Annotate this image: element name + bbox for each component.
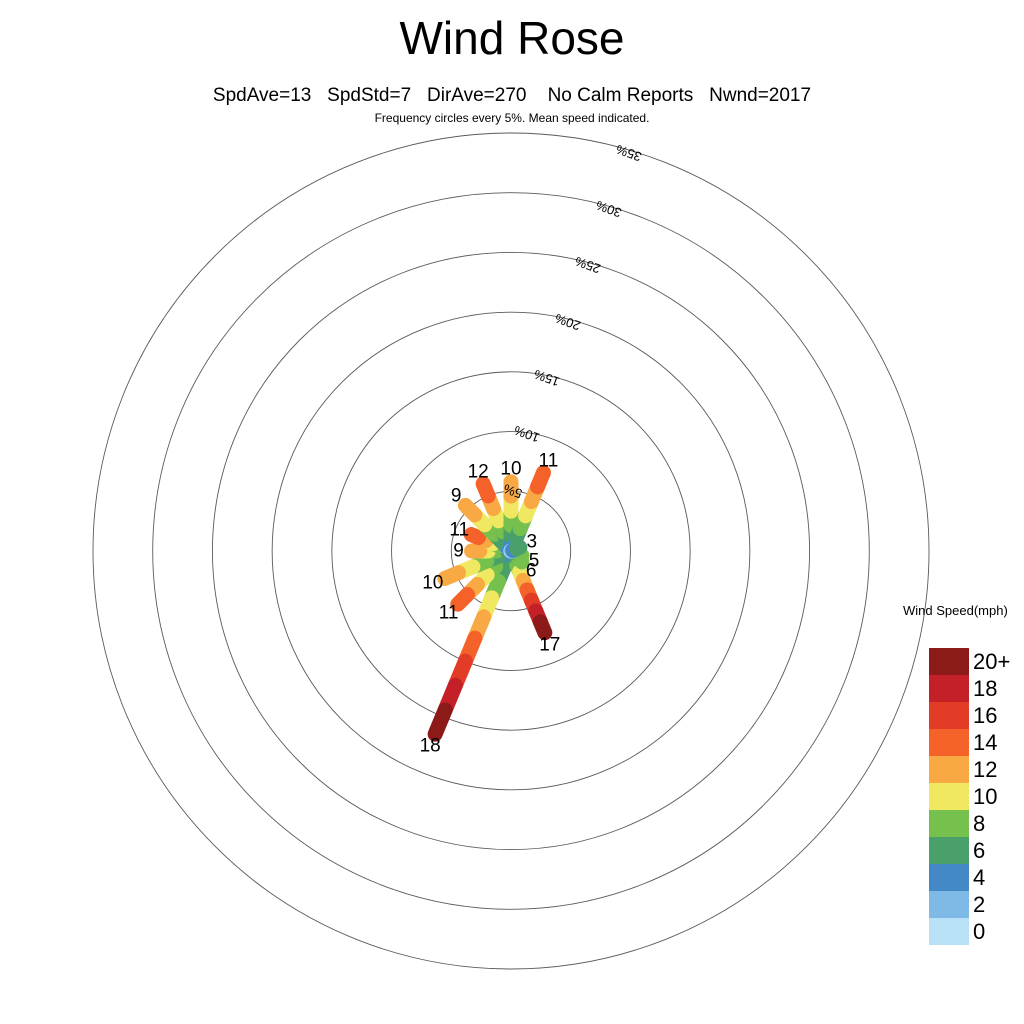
petal-segment bbox=[509, 539, 528, 557]
legend-title: Wind Speed(mph) bbox=[903, 603, 1008, 618]
petal-mean-speed-label: 6 bbox=[525, 560, 537, 582]
grid-ring bbox=[271, 311, 751, 791]
petal-segment bbox=[532, 614, 553, 641]
legend-row[interactable]: 16 bbox=[929, 702, 997, 729]
page-title: Wind Rose bbox=[399, 12, 625, 64]
legend-label: 16 bbox=[973, 703, 998, 728]
legend-row[interactable]: 6 bbox=[929, 837, 985, 864]
petal-mean-speed-label: 10 bbox=[422, 572, 444, 594]
petal-mean-speed-label: 10 bbox=[500, 458, 522, 480]
legend-row[interactable]: 18 bbox=[929, 675, 997, 702]
grid-ring bbox=[331, 371, 691, 731]
petal-segment bbox=[475, 476, 496, 504]
legend-row[interactable]: 14 bbox=[929, 729, 997, 756]
legend-color-swatch bbox=[929, 648, 969, 675]
legend-label: 14 bbox=[973, 730, 998, 755]
legend-label: 0 bbox=[973, 919, 986, 944]
frequency-grid-rings bbox=[92, 132, 930, 970]
grid-ring bbox=[211, 251, 811, 851]
petal-segment bbox=[427, 702, 453, 742]
petal-mean-speed-label: 11 bbox=[438, 602, 459, 624]
legend-label: 10 bbox=[973, 784, 998, 809]
wind-petals bbox=[427, 465, 553, 742]
legend-color-swatch bbox=[929, 918, 969, 945]
legend-color-swatch bbox=[929, 756, 969, 783]
petal-segment bbox=[457, 497, 483, 523]
petal-mean-speed-label: 3 bbox=[526, 531, 538, 553]
legend-color-swatch bbox=[929, 675, 969, 702]
petal-mean-speed-label: 9 bbox=[450, 485, 462, 507]
petal-mean-speed-label: 5 bbox=[528, 550, 540, 572]
legend-label: 8 bbox=[973, 811, 986, 836]
petal-segment bbox=[463, 527, 486, 546]
petal-segment bbox=[450, 587, 475, 612]
grid-ring bbox=[92, 132, 930, 970]
legend-row[interactable]: 12 bbox=[929, 756, 997, 783]
legend-row[interactable]: 10 bbox=[929, 783, 997, 810]
legend-color-swatch bbox=[929, 783, 969, 810]
petal-mean-speed-label: 18 bbox=[419, 735, 441, 757]
legend-label: 18 bbox=[973, 676, 998, 701]
legend-row[interactable]: 2 bbox=[929, 891, 985, 918]
petal-mean-speed-label: 17 bbox=[539, 634, 561, 656]
legend-label: 6 bbox=[973, 838, 986, 863]
summary-stats-line: SpdAve=13 SpdStd=7 DirAve=270 No Calm Re… bbox=[212, 85, 812, 106]
legend-label: 12 bbox=[973, 757, 998, 782]
petal-segment bbox=[437, 565, 467, 586]
legend-row[interactable]: 20+ bbox=[929, 648, 1010, 675]
wind-speed-legend: 20+ 18 16 14 12 10 8 6 4 2 0 bbox=[929, 648, 1010, 945]
legend-color-swatch bbox=[929, 810, 969, 837]
frequency-note: Frequency circles every 5%. Mean speed i… bbox=[374, 111, 650, 125]
legend-color-swatch bbox=[929, 729, 969, 756]
legend-color-swatch bbox=[929, 891, 969, 918]
legend-label: 20+ bbox=[973, 649, 1011, 674]
legend-row[interactable]: 8 bbox=[929, 810, 985, 837]
petal-mean-speed-label: 12 bbox=[467, 461, 489, 483]
petal-mean-speed-label: 11 bbox=[449, 519, 470, 541]
legend-row[interactable]: 4 bbox=[929, 864, 985, 891]
grid-ring bbox=[391, 431, 631, 671]
petal-mean-speed-label: 11 bbox=[538, 450, 559, 472]
legend-color-swatch bbox=[929, 702, 969, 729]
petal-mean-speed-label: 9 bbox=[453, 540, 464, 562]
petal-segment bbox=[530, 465, 551, 495]
legend-row[interactable]: 0 bbox=[929, 918, 985, 945]
legend-color-swatch bbox=[929, 864, 969, 891]
legend-label: 4 bbox=[973, 865, 986, 890]
grid-ring bbox=[152, 192, 870, 910]
legend-color-swatch bbox=[929, 837, 969, 864]
legend-label: 2 bbox=[973, 892, 986, 917]
